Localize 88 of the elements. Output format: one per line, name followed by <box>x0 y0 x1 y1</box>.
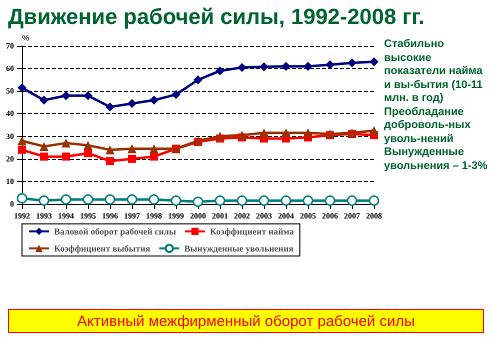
point <box>148 194 160 205</box>
point <box>238 62 246 72</box>
point <box>126 194 138 205</box>
x-tick-label: 1996 <box>102 212 118 220</box>
point <box>84 140 92 150</box>
y-axis-title: % <box>22 34 30 42</box>
x-tick-label: 2000 <box>190 212 206 220</box>
legend-label: Вынужденные увольнения <box>184 243 294 254</box>
y-tick-label: 20 <box>6 154 14 164</box>
point <box>282 62 290 71</box>
point <box>170 195 182 206</box>
point <box>258 195 270 206</box>
y-tick-label: 60 <box>6 64 14 74</box>
y-tick-label: 70 <box>6 42 14 50</box>
x-tick-label: 1993 <box>36 212 52 220</box>
x-tick-label: 2002 <box>234 212 250 220</box>
x-tick-label: 1994 <box>58 212 74 220</box>
x-tick-label: 2005 <box>300 212 316 220</box>
point <box>282 128 290 138</box>
point <box>370 57 378 66</box>
point <box>128 144 136 154</box>
point <box>324 195 336 206</box>
point <box>172 90 180 100</box>
point <box>106 102 114 112</box>
x-tick-label: 2003 <box>256 212 272 220</box>
point <box>150 152 158 161</box>
y-tick-label: 10 <box>6 176 14 186</box>
point <box>346 195 358 206</box>
text: Вынужденные увольнения – 1-3% <box>384 146 488 173</box>
point <box>62 152 70 161</box>
point <box>260 62 268 72</box>
point <box>18 136 26 146</box>
legend-label: Коэффициент найма <box>210 226 294 236</box>
x-tick-label: 1995 <box>80 212 96 220</box>
point <box>84 91 92 100</box>
point <box>128 154 136 163</box>
point <box>238 130 246 140</box>
point <box>104 194 116 205</box>
text: Преобладание доброволь-ных уволь-нений <box>384 106 472 146</box>
point <box>304 128 312 138</box>
legend-label: Коэффициент выбытия <box>54 243 150 254</box>
point <box>192 196 204 207</box>
point <box>304 62 312 71</box>
point <box>302 195 314 206</box>
point <box>106 157 114 166</box>
point <box>326 60 334 70</box>
y-tick-label: 30 <box>6 132 14 141</box>
point <box>18 83 26 92</box>
point <box>150 96 158 105</box>
point <box>60 194 72 205</box>
point <box>18 146 26 154</box>
point <box>150 144 158 154</box>
point <box>216 132 224 141</box>
chart-title: Движение рабочей силы, 1992-2008 гг. <box>8 4 425 30</box>
point <box>194 75 202 84</box>
point <box>40 142 48 151</box>
point <box>82 194 94 205</box>
x-tick-label: 2007 <box>344 212 360 220</box>
point <box>106 145 114 154</box>
text: Активный межфирменный оборот рабочей силы <box>8 309 484 333</box>
point <box>260 128 268 138</box>
point <box>16 193 28 204</box>
x-tick-label: 1999 <box>168 212 184 220</box>
point <box>38 195 50 206</box>
x-tick-label: 1997 <box>124 212 140 220</box>
legend-label: Валовой оборот рабочей силы <box>54 226 176 236</box>
x-tick-label: 2008 <box>366 212 382 220</box>
point <box>214 195 226 206</box>
y-tick-label: 0 <box>10 200 14 208</box>
y-tick-label: 50 <box>6 86 14 96</box>
point <box>40 152 48 161</box>
x-tick-label: 2004 <box>278 212 294 220</box>
point <box>236 195 248 206</box>
point <box>216 66 224 76</box>
x-tick-label: 2006 <box>322 212 338 220</box>
y-tick-label: 40 <box>6 109 14 118</box>
point <box>370 126 378 136</box>
point <box>62 138 70 148</box>
point <box>62 91 70 100</box>
point <box>348 58 356 68</box>
point <box>40 96 48 105</box>
point <box>368 195 380 206</box>
point <box>128 99 136 108</box>
point <box>280 195 292 206</box>
text: Стабильно высокие показатели найма и вы-бытия (10-11 млн. в год) <box>384 38 484 106</box>
x-tick-label: 1992 <box>14 212 30 220</box>
x-tick-label: 1998 <box>146 212 162 220</box>
x-tick-label: 2001 <box>212 212 228 220</box>
